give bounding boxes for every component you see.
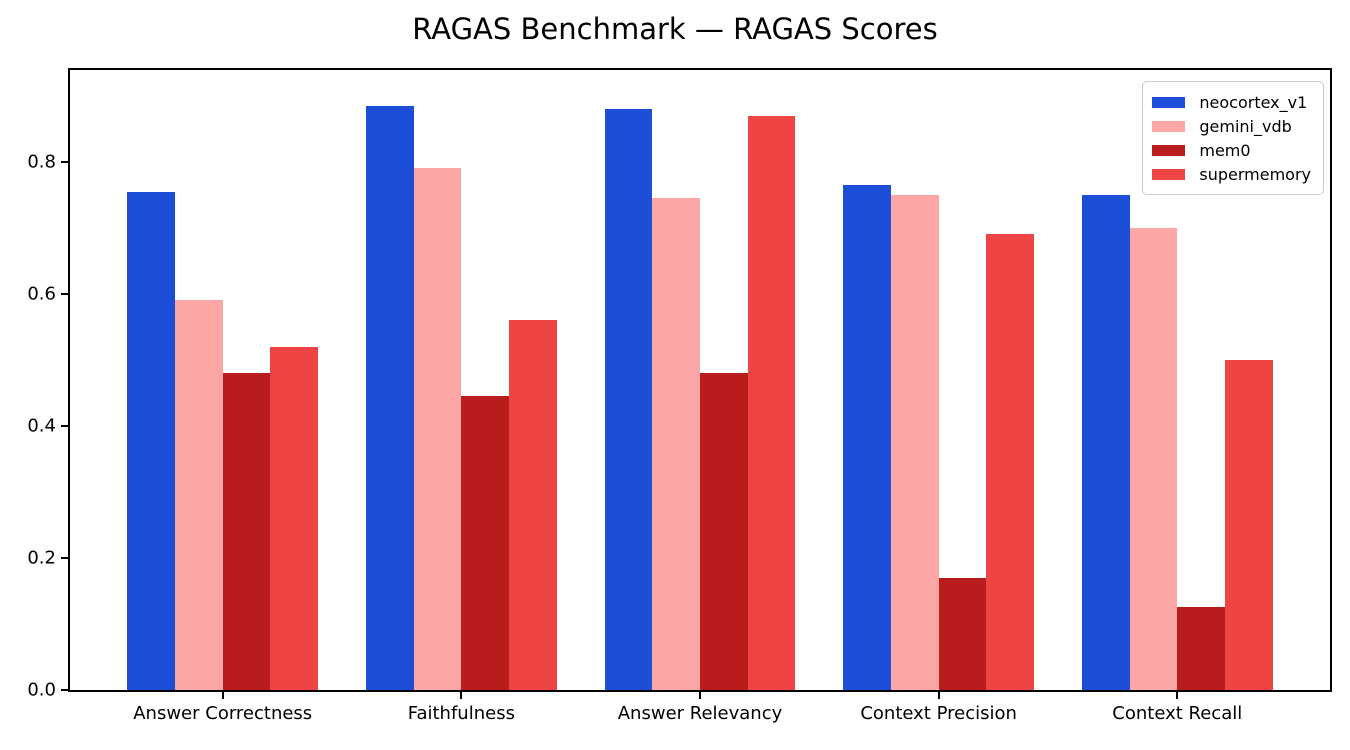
legend-swatch-neocortex_v1 (1152, 96, 1186, 108)
legend-item-mem0: mem0 (1152, 138, 1311, 162)
legend-label-mem0: mem0 (1199, 140, 1251, 160)
y-tick-label-0.8: 0.8 (27, 151, 56, 173)
y-tick-mark-0.6 (61, 292, 68, 295)
bar-supermemory-4 (1225, 359, 1273, 690)
legend-label-gemini_vdb: gemini_vdb (1199, 116, 1292, 136)
bar-mem0-2 (700, 373, 748, 690)
y-tick-label-0.2: 0.2 (27, 547, 56, 569)
bar-supermemory-2 (747, 115, 796, 690)
legend-label-neocortex_v1: neocortex_v1 (1199, 92, 1308, 112)
bar-neocortex_v1-1 (365, 105, 414, 690)
bar-neocortex_v1-3 (843, 184, 891, 690)
x-tick-label-1: Faithfulness (407, 703, 515, 724)
bar-mem0-0 (222, 373, 271, 690)
bar-gemini_vdb-0 (175, 300, 223, 690)
bar-gemini_vdb-2 (652, 198, 700, 690)
legend-swatch-mem0 (1152, 144, 1186, 156)
x-tick-mark-4 (1176, 692, 1179, 699)
x-tick-label-0: Answer Correctness (133, 703, 313, 724)
legend: neocortex_v1 gemini_vdb mem0 supermemory (1142, 81, 1324, 195)
x-tick-label-3: Context Precision (860, 703, 1017, 724)
chart-title: RAGAS Benchmark — RAGAS Scores (412, 12, 938, 46)
bar-mem0-4 (1177, 607, 1225, 690)
x-tick-label-2: Answer Relevancy (617, 703, 783, 724)
legend-swatch-gemini_vdb (1152, 120, 1186, 132)
bar-mem0-3 (938, 577, 987, 690)
bar-mem0-1 (461, 396, 510, 690)
legend-swatch-supermemory (1152, 168, 1186, 180)
y-tick-mark-0.4 (61, 424, 68, 427)
plot-area: neocortex_v1 gemini_vdb mem0 supermemory (70, 70, 1330, 690)
bar-gemini_vdb-1 (413, 168, 462, 690)
x-tick-label-4: Context Recall (1112, 703, 1243, 724)
bar-neocortex_v1-2 (604, 108, 653, 690)
x-tick-mark-0 (221, 692, 224, 699)
bar-supermemory-3 (986, 234, 1035, 690)
bar-supermemory-1 (509, 320, 557, 690)
x-tick-mark-1 (460, 692, 463, 699)
legend-label-supermemory: supermemory (1199, 164, 1311, 184)
y-tick-mark-0.0 (61, 689, 68, 691)
legend-item-neocortex_v1: neocortex_v1 (1152, 90, 1311, 114)
y-tick-label-0.0: 0.0 (27, 679, 56, 701)
x-tick-mark-2 (699, 692, 701, 699)
bar-gemini_vdb-4 (1129, 227, 1178, 690)
bar-neocortex_v1-4 (1081, 194, 1130, 690)
bar-neocortex_v1-0 (127, 191, 175, 690)
y-tick-mark-0.8 (61, 160, 68, 163)
x-tick-mark-3 (937, 692, 940, 699)
bar-supermemory-0 (270, 346, 319, 690)
legend-item-gemini_vdb: gemini_vdb (1152, 114, 1311, 138)
bar-gemini_vdb-3 (890, 194, 939, 690)
y-tick-label-0.6: 0.6 (27, 283, 56, 305)
y-tick-mark-0.2 (61, 556, 68, 559)
legend-item-supermemory: supermemory (1152, 162, 1311, 186)
y-tick-label-0.4: 0.4 (27, 415, 56, 437)
